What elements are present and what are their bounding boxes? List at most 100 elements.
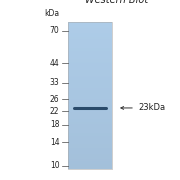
Bar <box>68 112 112 113</box>
Bar <box>68 116 112 117</box>
Bar <box>68 22 112 24</box>
Bar <box>68 68 112 69</box>
Bar <box>68 51 112 52</box>
Text: 22: 22 <box>50 107 59 116</box>
Bar <box>68 162 112 163</box>
Bar <box>68 22 112 169</box>
Bar <box>68 48 112 49</box>
Bar <box>68 166 112 167</box>
Bar <box>68 70 112 71</box>
Bar <box>68 117 112 118</box>
Bar <box>68 103 112 104</box>
Bar <box>68 79 112 80</box>
Bar <box>68 120 112 121</box>
Bar <box>68 71 112 72</box>
Bar <box>68 152 112 154</box>
Bar <box>68 125 112 126</box>
Bar <box>68 34 112 35</box>
Bar <box>68 99 112 100</box>
Bar <box>68 82 112 83</box>
Text: 14: 14 <box>50 138 59 147</box>
Bar <box>68 67 112 68</box>
Bar <box>68 91 112 93</box>
Bar <box>68 56 112 57</box>
Bar <box>68 74 112 75</box>
Bar <box>68 133 112 134</box>
Text: 33: 33 <box>50 78 59 87</box>
Bar <box>68 115 112 116</box>
Bar <box>68 54 112 55</box>
Bar <box>68 164 112 165</box>
Bar <box>68 96 112 97</box>
Bar <box>68 158 112 159</box>
Bar <box>68 93 112 94</box>
Bar <box>68 109 112 110</box>
Bar <box>68 142 112 143</box>
Bar <box>68 72 112 73</box>
Bar <box>68 114 112 115</box>
Bar <box>68 136 112 137</box>
Bar <box>68 163 112 164</box>
Bar <box>68 155 112 156</box>
Bar <box>68 47 112 48</box>
Bar <box>68 111 112 112</box>
Bar <box>68 127 112 128</box>
Bar <box>68 97 112 98</box>
Bar <box>68 85 112 86</box>
Text: 18: 18 <box>50 120 59 129</box>
Bar <box>68 81 112 82</box>
Text: 10: 10 <box>50 161 59 170</box>
Bar <box>68 65 112 66</box>
Bar <box>68 75 112 76</box>
Bar <box>68 100 112 101</box>
Bar <box>68 150 112 152</box>
Bar <box>68 146 112 147</box>
Bar <box>68 132 112 133</box>
Bar <box>68 60 112 61</box>
Bar <box>68 98 112 99</box>
Bar <box>68 130 112 131</box>
Bar <box>68 83 112 84</box>
Text: Western Blot: Western Blot <box>85 0 149 5</box>
Bar <box>68 49 112 50</box>
Bar <box>68 113 112 114</box>
Bar <box>68 148 112 150</box>
Text: kDa: kDa <box>44 9 59 18</box>
Bar <box>68 160 112 161</box>
Bar <box>68 26 112 28</box>
Bar <box>68 42 112 43</box>
Bar <box>68 66 112 67</box>
Bar <box>68 110 112 111</box>
Bar <box>68 134 112 135</box>
Bar <box>68 135 112 136</box>
Bar <box>68 95 112 96</box>
Bar <box>68 28 112 30</box>
Bar <box>68 108 112 109</box>
Bar <box>68 118 112 119</box>
Bar <box>68 31 112 32</box>
Bar <box>68 36 112 37</box>
Bar <box>68 45 112 46</box>
Bar <box>68 141 112 142</box>
Bar <box>68 63 112 64</box>
Bar <box>68 161 112 162</box>
Bar <box>68 124 112 125</box>
Bar <box>68 73 112 74</box>
Bar <box>68 126 112 127</box>
Bar <box>68 129 112 130</box>
Bar <box>68 50 112 51</box>
Bar <box>68 102 112 103</box>
Bar <box>68 121 112 122</box>
Bar <box>68 168 112 169</box>
Bar <box>68 145 112 146</box>
Bar <box>68 156 112 157</box>
Bar <box>68 128 112 129</box>
Bar <box>68 62 112 63</box>
Bar <box>68 87 112 89</box>
Bar <box>68 147 112 148</box>
Bar <box>68 119 112 120</box>
Bar <box>68 159 112 160</box>
Bar <box>68 39 112 40</box>
Bar <box>68 143 112 144</box>
Bar <box>68 46 112 47</box>
